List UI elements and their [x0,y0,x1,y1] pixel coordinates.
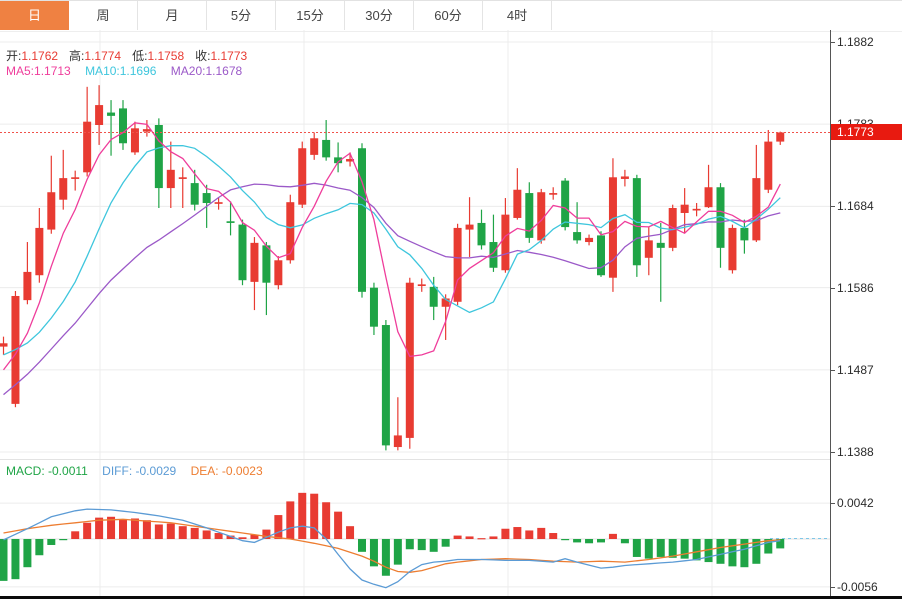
ma20-label: MA20: [170,64,206,78]
ma10-label: MA10: [85,64,120,78]
price-axis-line [830,30,831,596]
low-value: 1.1758 [147,49,185,63]
diff-value: -0.0029 [135,464,177,478]
open-value: 1.1762 [21,49,59,63]
ma-readout: MA5:1.1713 MA10:1.1696 MA20:1.1678 [6,64,242,78]
tab-day[interactable]: 日 [0,1,69,30]
tab-min15[interactable]: 15分 [276,1,345,30]
ma10-value: 1.1696 [119,64,157,78]
ma5-value: 1.1713 [34,64,71,78]
close-label: 收: [195,49,211,63]
ma20-value: 1.1678 [205,64,243,78]
high-value: 1.1774 [84,49,122,63]
dea-line [3,518,781,573]
candlesticks [0,85,785,451]
price-axis-label: 1.1684 [837,199,874,213]
current-price-value: 1.1773 [837,125,874,139]
price-axis-label: 1.1586 [837,281,874,295]
price-axis-label: 1.1487 [837,363,874,377]
tab-min60[interactable]: 60分 [414,1,483,30]
ma5-label: MA5: [6,64,35,78]
price-axis-label-tick [830,288,835,289]
macd-histogram [0,492,785,581]
low-label: 低: [132,49,148,63]
macd-readout: MACD: -0.0011 DIFF: -0.0029 DEA: -0.0023 [6,464,263,478]
current-price-tag: 1.1773 [831,124,902,140]
ma5-line [2,122,781,371]
main-gridlines [0,30,830,460]
price-axis-label-tick [830,452,835,453]
price-axis-label-tick [830,370,835,371]
macd-axis-label: 0.0042 [837,496,874,510]
tab-month[interactable]: 月 [138,1,207,30]
macd-axis-label-tick [830,503,835,504]
price-axis-label: 1.1388 [837,445,874,459]
macd-label: MACD: [6,464,45,478]
macd-axis-label: -0.0056 [837,580,878,594]
timeframe-tab-bar: 日周月 5分 15分 30分 60分 4时 [0,0,902,32]
price-axis-label-tick [830,42,835,43]
macd-value: -0.0011 [48,464,88,478]
time-axis-collapsed-bar [0,596,902,599]
ma20-line [3,182,781,396]
ohlc-readout: 开:1.1762 高:1.1774 低:1.1758 收:1.1773 [6,47,247,64]
open-label: 开: [6,49,22,63]
tab-min5[interactable]: 5分 [207,1,276,30]
high-label: 高: [69,49,85,63]
dea-value: -0.0023 [221,464,263,478]
price-axis-label-tick [830,206,835,207]
panel-separator [0,459,830,460]
tab-week[interactable]: 周 [69,1,138,30]
tab-hour4[interactable]: 4时 [483,1,552,30]
tab-min30[interactable]: 30分 [345,1,414,30]
diff-line [3,508,781,589]
dea-label: DEA: [190,464,219,478]
close-value: 1.1773 [210,49,248,63]
price-axis-label: 1.1882 [837,35,874,49]
macd-indicator-chart[interactable] [0,460,902,596]
diff-label: DIFF: [102,464,133,478]
main-candlestick-chart[interactable] [0,30,902,460]
macd-axis-label-tick [830,587,835,588]
ma10-line [3,144,781,356]
